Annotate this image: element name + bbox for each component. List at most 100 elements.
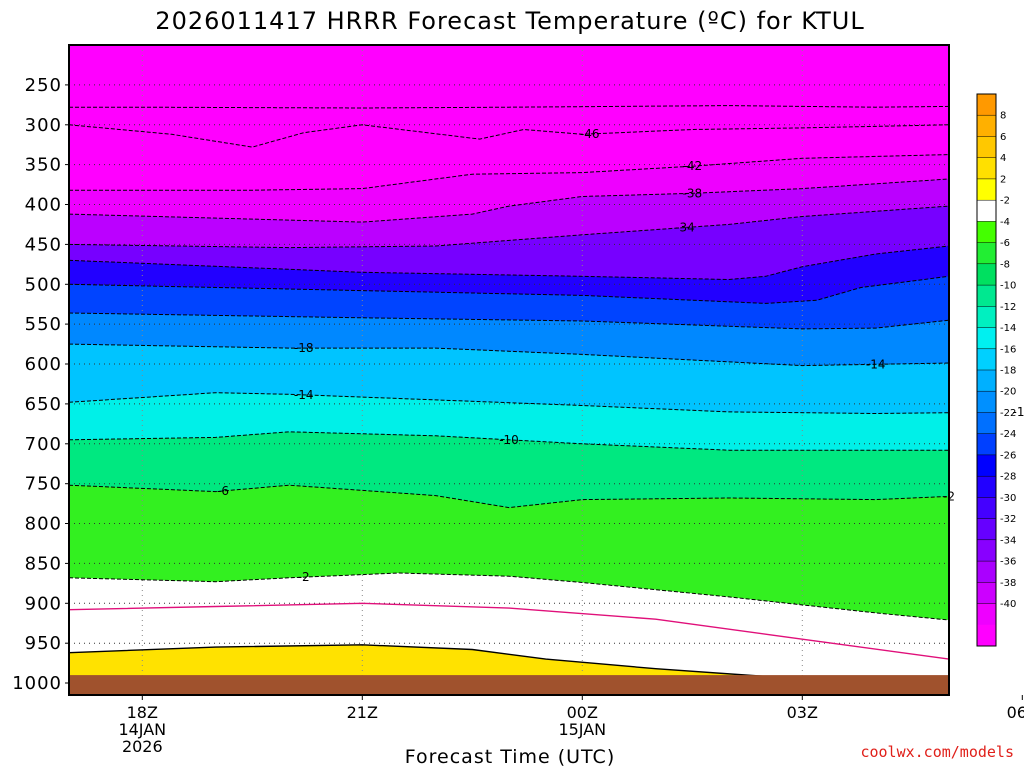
colorbar-label: -34 — [1000, 535, 1016, 546]
colorbar-swatch — [977, 391, 996, 413]
x-tick-label: 18Z — [127, 703, 158, 722]
x-axis-ticks: 18Z14JAN202621Z00Z15JAN03Z06Z09Z — [118, 695, 1024, 756]
contour-label: -14 — [866, 357, 886, 371]
y-tick-label: 600 — [25, 354, 62, 375]
colorbar-label: 8 — [1000, 111, 1006, 122]
colorbar-swatch — [977, 412, 996, 435]
y-axis-ticks: 250 300 350 400 450 500 550 600 650 700 750 800 850 9… — [12, 75, 69, 694]
surface-ground — [69, 675, 949, 695]
colorbar-label: -4 — [1000, 217, 1010, 228]
colorbar-swatch — [977, 476, 996, 498]
contour-line — [69, 105, 949, 109]
colorbar-label: -8 — [1000, 259, 1010, 270]
colorbar-swatch — [977, 539, 996, 562]
colorbar-label: -38 — [1000, 578, 1016, 589]
contour-label: -42 — [682, 159, 702, 173]
y-tick-label: 400 — [25, 195, 62, 216]
x-tick-label: 03Z — [787, 703, 818, 722]
colorbar-label: -28 — [1000, 472, 1016, 483]
contour-label: -14 — [294, 388, 314, 402]
x-tick-label: 15JAN — [558, 720, 606, 739]
contour-label: -6 — [217, 484, 229, 498]
colorbar-label: -24 — [1000, 429, 1016, 440]
contour-line — [69, 572, 949, 621]
y-tick-label: 850 — [25, 553, 62, 574]
colorbar-swatch — [977, 200, 996, 222]
colorbar-swatch — [977, 306, 996, 329]
contour-line — [69, 124, 949, 148]
y-tick-label: 900 — [25, 593, 62, 614]
credit-link[interactable]: coolwx.com/models — [860, 743, 1014, 761]
colorbar-swatch — [977, 327, 996, 350]
contour-line — [69, 431, 949, 451]
colorbar-label: -20 — [1000, 387, 1016, 398]
plot-frame — [68, 44, 950, 696]
colorbar-swatch — [977, 115, 996, 137]
contour-line — [69, 312, 949, 330]
horizontal-gridlines — [69, 84, 949, 684]
colorbar-label: 2 — [1000, 174, 1006, 185]
chart-title: 2026011417 HRRR Forecast Temperature (ºC… — [155, 7, 864, 35]
freezing-line — [69, 602, 949, 660]
colorbar-swatch — [977, 561, 996, 583]
colorbar-label: -26 — [1000, 450, 1016, 461]
colorbar-label: -36 — [1000, 557, 1016, 568]
colorbar-swatch — [977, 221, 996, 244]
colorbar-label: -16 — [1000, 344, 1016, 355]
colorbar-label: -40 — [1000, 599, 1016, 610]
contour-label: -10 — [499, 433, 519, 447]
contour-line — [69, 245, 949, 281]
y-tick-label: 250 — [25, 75, 62, 96]
contour-label: -10 — [1012, 405, 1024, 419]
colorbar-swatch — [977, 242, 996, 265]
colorbar-swatch — [977, 454, 996, 477]
x-tick-label: 06Z — [1007, 703, 1024, 722]
y-tick-label: 950 — [25, 633, 62, 654]
temperature-fill-layers — [69, 124, 949, 695]
y-tick-label: 450 — [25, 234, 62, 255]
x-tick-label: 14JAN — [118, 720, 166, 739]
colorbar: 8 6 4 2 -2 -4 -6 -8 -10 -12 -14 -16 -18 -20 -22 -24 -26 -… — [976, 93, 1016, 647]
colorbar-label: -12 — [1000, 302, 1016, 313]
contour-label: -38 — [682, 186, 702, 200]
x-tick-label: 21Z — [347, 703, 378, 722]
colorbar-label: -14 — [1000, 323, 1016, 334]
colorbar-swatch — [977, 370, 996, 392]
colorbar-label: -10 — [1000, 281, 1016, 292]
colorbar-label: 6 — [1000, 132, 1006, 143]
y-tick-label: 300 — [25, 115, 62, 136]
colorbar-swatch — [977, 285, 996, 307]
colorbar-label: 4 — [1000, 153, 1006, 164]
contour-line — [69, 484, 949, 509]
y-tick-label: 350 — [25, 155, 62, 176]
colorbar-label: -22 — [1000, 408, 1016, 419]
colorbar-swatch — [977, 518, 996, 541]
contour-label: -2 — [298, 570, 310, 584]
plot-area — [69, 45, 949, 695]
y-tick-label: 500 — [25, 274, 62, 295]
y-tick-label: 700 — [25, 434, 62, 455]
y-tick-label: 750 — [25, 474, 62, 495]
colorbar-swatch — [977, 603, 996, 626]
colorbar-label: -30 — [1000, 493, 1016, 504]
contour-label: -18 — [294, 341, 314, 355]
contour-line — [69, 178, 949, 223]
colorbar-swatch — [977, 582, 996, 605]
contour-label: -46 — [580, 127, 600, 141]
colorbar-label: -2 — [1000, 196, 1010, 207]
x-axis-label: Forecast Time (UTC) — [405, 746, 615, 768]
vertical-gridlines — [141, 45, 803, 695]
colorbar-swatch — [977, 157, 996, 180]
contour-line — [69, 343, 949, 367]
colorbar-label: -18 — [1000, 366, 1016, 377]
contour-label: -34 — [675, 221, 695, 235]
colorbar-swatch — [977, 624, 996, 647]
contour-line — [69, 275, 949, 304]
x-tick-label: 2026 — [122, 737, 163, 756]
colorbar-label: -32 — [1000, 514, 1016, 525]
y-tick-label: 550 — [25, 314, 62, 335]
contour-labels: -46-42-38-34-18-14-10-6-2-42-18-14-10-6-… — [217, 127, 1024, 584]
contour-line — [69, 205, 949, 249]
colorbar-swatch — [977, 433, 996, 456]
colorbar-swatch — [977, 263, 996, 286]
